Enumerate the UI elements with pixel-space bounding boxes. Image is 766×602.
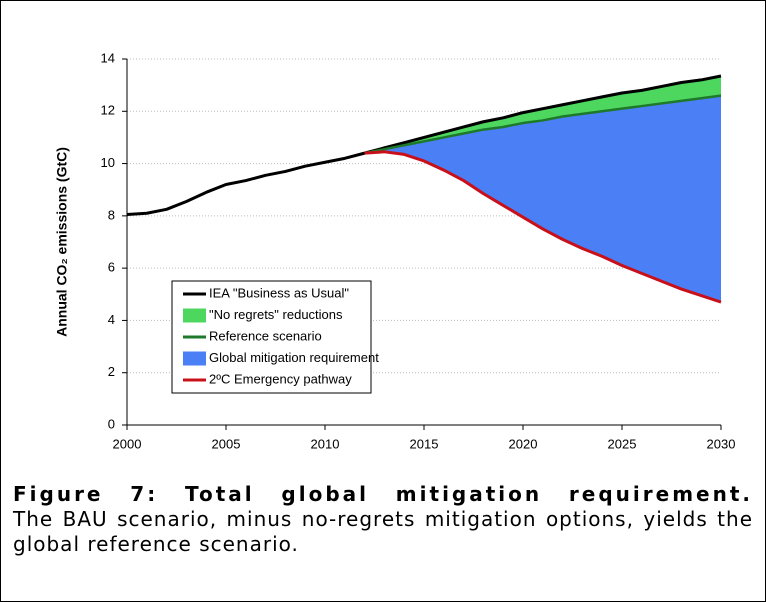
area bbox=[364, 75, 721, 154]
legend-label: Reference scenario bbox=[209, 328, 322, 343]
legend-swatch bbox=[183, 308, 206, 323]
line bbox=[126, 74, 722, 217]
y-tick-label: 6 bbox=[108, 260, 115, 275]
chart: Annual CO₂ emissions (GtC) 0 2 4 6 8 10 12 14 20… bbox=[54, 50, 736, 451]
legend-swatch bbox=[183, 351, 206, 366]
area bbox=[364, 95, 721, 303]
caption: Figure 7: Total global mitigation requir… bbox=[13, 482, 753, 557]
legend-label: 2ºC Emergency pathway bbox=[209, 371, 352, 386]
x-tick-label: 2010 bbox=[311, 436, 340, 451]
line bbox=[364, 150, 722, 304]
x-tick-label: 2005 bbox=[212, 436, 241, 451]
y-axis-label: Annual CO₂ emissions (GtC) bbox=[54, 147, 70, 337]
line bbox=[364, 94, 722, 155]
x-tick-label: 2000 bbox=[113, 436, 142, 451]
y-tick-label: 2 bbox=[108, 364, 115, 379]
y-tick-label: 8 bbox=[108, 207, 115, 222]
y-tick-label: 14 bbox=[101, 50, 115, 65]
y-tick-label: 4 bbox=[108, 312, 115, 327]
caption-title: Figure 7: Total global mitigation requir… bbox=[13, 482, 753, 506]
legend-label: Global mitigation requirement bbox=[209, 350, 379, 365]
legend: IEA "Business as Usual" "No regrets" redu… bbox=[171, 280, 379, 394]
y-tick-label: 10 bbox=[101, 155, 115, 170]
caption-body: The BAU scenario, minus no-regrets mitig… bbox=[13, 507, 753, 556]
x-tick-label: 2020 bbox=[509, 436, 538, 451]
legend-label: IEA "Business as Usual" bbox=[209, 285, 349, 300]
y-tick-label: 12 bbox=[101, 103, 115, 118]
legend-label: "No regrets" reductions bbox=[209, 307, 343, 322]
x-tick-label: 2025 bbox=[608, 436, 637, 451]
y-tick-label: 0 bbox=[108, 416, 115, 431]
x-tick-label: 2030 bbox=[707, 436, 736, 451]
x-tick-label: 2015 bbox=[410, 436, 439, 451]
